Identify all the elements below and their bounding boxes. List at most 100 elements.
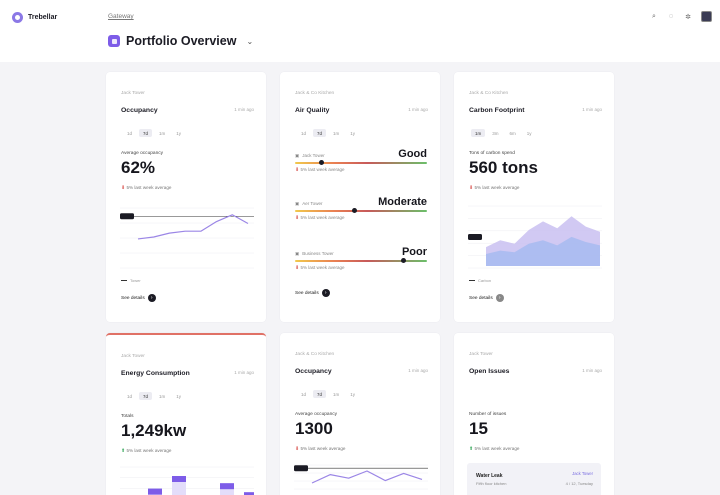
metric-value: 62% bbox=[121, 158, 156, 177]
metric-label: Number of issues bbox=[469, 412, 507, 417]
card-title: Air Quality bbox=[295, 107, 330, 114]
arrow-down-icon: ⬇ bbox=[469, 185, 474, 191]
card-subtitle: Jack Tower bbox=[469, 352, 493, 357]
arrow-right-icon: › bbox=[495, 294, 504, 302]
air-quality-rating: Poor bbox=[401, 246, 427, 258]
bar-cap bbox=[220, 483, 234, 490]
app-logo[interactable]: Trebellar bbox=[12, 12, 57, 23]
arrow-down-icon: ⬇ bbox=[295, 167, 300, 173]
range-tabs: 1d 7d 1m 1y bbox=[297, 129, 359, 137]
card-title: Occupancy bbox=[295, 368, 332, 375]
building-name: ▣ Business Tower bbox=[295, 251, 334, 256]
building-name: ▣ Jack Tower bbox=[295, 153, 325, 158]
energy-consumption-card[interactable]: Jack Tower Energy Consumption 1 min ago … bbox=[106, 333, 266, 495]
arrow-down-icon: ⬇ bbox=[295, 446, 300, 452]
air-quality-rating: Good bbox=[398, 148, 427, 160]
avatar[interactable] bbox=[701, 11, 712, 22]
tab-7d[interactable]: 7d bbox=[139, 129, 153, 137]
card-subtitle: Jack Tower bbox=[121, 91, 145, 96]
gauge-marker bbox=[318, 160, 324, 165]
arrow-down-icon: ⬇ bbox=[295, 215, 300, 221]
card-subtitle: Jack & Co Kitchen bbox=[295, 91, 335, 96]
page-title-row[interactable]: Portfolio Overview ⌄ bbox=[108, 34, 253, 48]
tab-1m[interactable]: 1m bbox=[471, 129, 486, 137]
card-title: Occupancy bbox=[121, 107, 158, 114]
tab-1d[interactable]: 1d bbox=[127, 393, 133, 399]
tab-1y[interactable]: 1y bbox=[176, 130, 182, 136]
logo-icon bbox=[12, 12, 23, 23]
card-title: Open Issues bbox=[469, 368, 510, 375]
open-issues-card[interactable]: Jack Tower Open Issues 1 min ago Number … bbox=[454, 333, 614, 495]
see-details-link[interactable]: See details › bbox=[469, 294, 504, 302]
card-timestamp: 1 min ago bbox=[408, 368, 428, 373]
range-tabs: 1d 7d 1m 1y bbox=[123, 392, 185, 400]
bar-cap bbox=[148, 488, 162, 495]
arrow-down-icon: ⬇ bbox=[121, 185, 126, 191]
energy-chart bbox=[120, 466, 254, 495]
bar-cap bbox=[172, 476, 186, 482]
metric-value: 15 bbox=[469, 419, 488, 438]
see-details-link[interactable]: See details › bbox=[295, 289, 330, 297]
app-name: Trebellar bbox=[28, 14, 58, 21]
tab-1y[interactable]: 1y bbox=[350, 391, 356, 397]
building-icon: ▣ bbox=[295, 201, 300, 206]
arrow-up-icon: ⬆ bbox=[469, 446, 474, 452]
settings-icon[interactable]: ✲ bbox=[685, 13, 691, 21]
range-tabs: 1d 7d 1m 1y bbox=[297, 390, 359, 398]
carbon-footprint-card[interactable]: Jack & Co Kitchen Carbon Footprint 1 min… bbox=[454, 72, 614, 322]
card-subtitle: Jack & Co Kitchen bbox=[469, 91, 509, 96]
chevron-down-icon[interactable]: ⌄ bbox=[246, 36, 254, 46]
metric-delta: ⬇ 5% last week average bbox=[121, 185, 172, 191]
tab-1d[interactable]: 1d bbox=[301, 391, 307, 397]
tab-7d[interactable]: 7d bbox=[313, 390, 327, 398]
occupancy-chart bbox=[294, 464, 428, 490]
range-tabs: 1m 3m 6m 1y bbox=[471, 129, 536, 137]
help-icon[interactable]: ◌ bbox=[668, 13, 674, 20]
tab-3m[interactable]: 3m bbox=[492, 130, 499, 136]
tab-1d[interactable]: 1d bbox=[127, 130, 133, 136]
metric-delta: ⬆ 5% last week average bbox=[469, 446, 520, 452]
card-timestamp: 1 min ago bbox=[582, 368, 602, 373]
page-title: Portfolio Overview bbox=[126, 34, 237, 48]
occupancy-kitchen-card[interactable]: Jack & Co Kitchen Occupancy 1 min ago 1d… bbox=[280, 333, 440, 495]
tab-1y[interactable]: 1y bbox=[350, 130, 356, 136]
tab-6m[interactable]: 6m bbox=[509, 130, 516, 136]
arrow-right-icon: › bbox=[321, 289, 330, 297]
tab-1m[interactable]: 1m bbox=[333, 130, 340, 136]
series-line bbox=[137, 214, 249, 240]
tab-1y[interactable]: 1y bbox=[176, 393, 182, 399]
card-subtitle: Jack Tower bbox=[121, 354, 145, 359]
breadcrumb[interactable]: Gateway bbox=[108, 13, 134, 20]
metric-delta: ⬇ 5% last week average bbox=[295, 215, 345, 221]
legend-swatch bbox=[121, 279, 127, 282]
tab-7d[interactable]: 7d bbox=[139, 392, 153, 400]
range-tabs: 1d 7d 1m 1y bbox=[123, 129, 185, 137]
tab-1y[interactable]: 1y bbox=[526, 130, 532, 136]
metric-value: 560 tons bbox=[469, 158, 538, 177]
issue-item[interactable]: Water Leak Jack Tower Fifth floor kitche… bbox=[467, 463, 601, 495]
card-timestamp: 1 min ago bbox=[582, 107, 602, 112]
reference-marker bbox=[468, 234, 482, 240]
arrow-down-icon: ⬇ bbox=[295, 265, 300, 271]
card-subtitle: Jack & Co Kitchen bbox=[295, 352, 335, 357]
carbon-chart bbox=[468, 205, 602, 269]
metric-delta: ⬇ 5% last week average bbox=[295, 265, 345, 271]
air-quality-row[interactable]: ▣ Jack Tower Good ⬇ 5% last week average bbox=[295, 148, 427, 178]
tab-1m[interactable]: 1m bbox=[159, 130, 166, 136]
metric-delta: ⬇ 5% last week average bbox=[295, 446, 346, 452]
tab-1m[interactable]: 1m bbox=[159, 393, 166, 399]
tab-7d[interactable]: 7d bbox=[313, 129, 327, 137]
see-details-link[interactable]: See details › bbox=[121, 294, 156, 302]
metric-value: 1300 bbox=[295, 419, 333, 438]
series-area bbox=[486, 236, 600, 266]
air-quality-card[interactable]: Jack & Co Kitchen Air Quality 1 min ago … bbox=[280, 72, 440, 322]
tab-1m[interactable]: 1m bbox=[333, 391, 340, 397]
tab-1d[interactable]: 1d bbox=[301, 130, 307, 136]
air-quality-row[interactable]: ▣ Business Tower Poor ⬇ 5% last week aver… bbox=[295, 246, 427, 276]
air-quality-row[interactable]: ▣ Aer Tower Moderate ⬇ 5% last week avera… bbox=[295, 196, 427, 226]
search-icon[interactable]: ⌕ bbox=[652, 12, 656, 20]
occupancy-chart bbox=[120, 207, 254, 269]
card-timestamp: 1 min ago bbox=[234, 370, 254, 375]
occupancy-card[interactable]: Jack Tower Occupancy 1 min ago 1d 7d 1m … bbox=[106, 72, 266, 322]
building-icon: ▣ bbox=[295, 251, 300, 256]
